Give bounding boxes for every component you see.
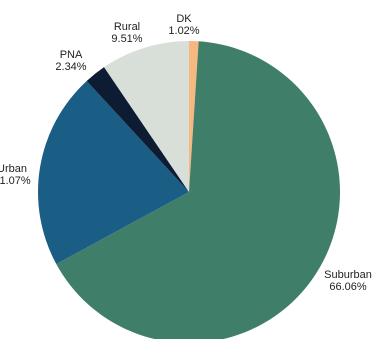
slice-label-suburban: Suburban 66.06%: [324, 269, 372, 293]
slice-label-dk: DK 1.02%: [168, 13, 199, 37]
slice-label-pna: PNA 2.34%: [55, 49, 86, 73]
pie-slices: [38, 41, 340, 339]
slice-label-urban: Urban21.07%: [0, 163, 31, 187]
slice-label-rural: Rural 9.51%: [111, 21, 142, 45]
